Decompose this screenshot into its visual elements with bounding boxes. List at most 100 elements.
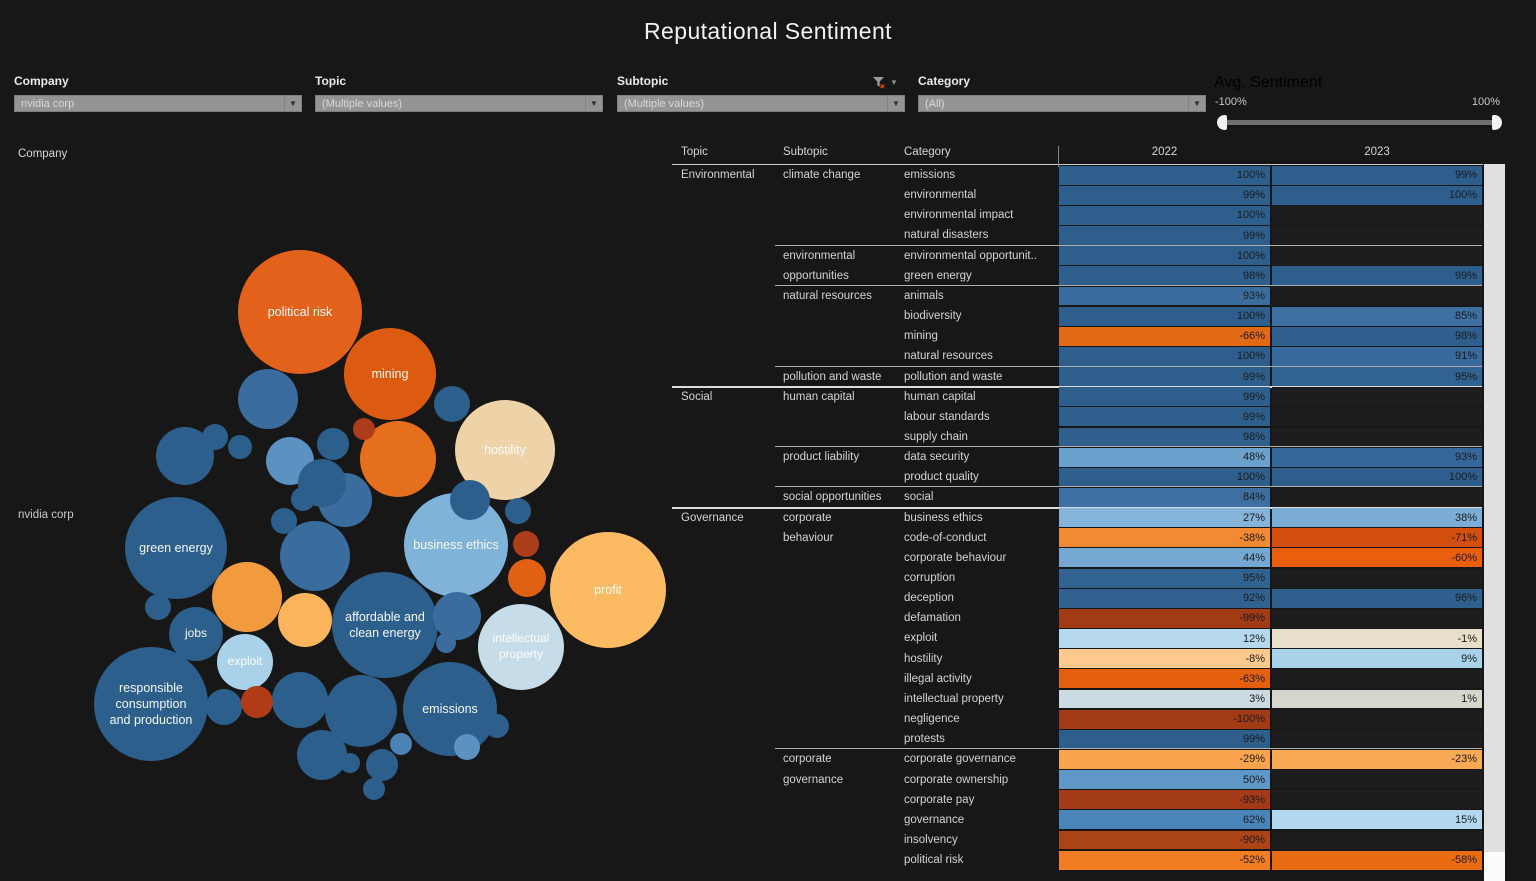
category-label[interactable]: corporate governance xyxy=(904,753,1016,766)
sentiment-bar-2023[interactable]: -23% xyxy=(1272,749,1482,769)
category-label[interactable]: environmental xyxy=(904,189,977,202)
category-label[interactable]: emissions xyxy=(904,169,956,181)
category-label[interactable]: protests xyxy=(904,733,945,746)
column-header-2022[interactable]: 2022 xyxy=(1151,146,1178,158)
bubble-emissions[interactable]: emissions xyxy=(403,662,497,756)
bubble-jobs[interactable]: jobs xyxy=(169,607,223,661)
sentiment-bar-2022[interactable]: 95% xyxy=(1059,568,1270,588)
sentiment-bar-2023[interactable]: -58% xyxy=(1272,850,1482,870)
column-header-category[interactable]: Category xyxy=(904,146,951,158)
sentiment-bar-2022[interactable]: 44% xyxy=(1059,548,1270,568)
sentiment-bar-2023[interactable]: -71% xyxy=(1272,528,1482,548)
subtopic-label[interactable]: climate change xyxy=(783,169,861,181)
category-label[interactable]: animals xyxy=(904,289,944,302)
sentiment-bar-2022[interactable]: 100% xyxy=(1059,205,1270,225)
category-label[interactable]: defamation xyxy=(904,612,961,625)
sentiment-bar-2023[interactable]: 15% xyxy=(1272,810,1482,830)
bubble[interactable] xyxy=(353,418,375,440)
bubble[interactable] xyxy=(202,424,228,450)
sentiment-bar-2022[interactable]: 62% xyxy=(1059,810,1270,830)
bubble[interactable] xyxy=(436,633,456,653)
subtopic-label[interactable]: pollution and waste xyxy=(783,370,882,383)
bubble[interactable] xyxy=(513,531,539,557)
sentiment-bar-2023[interactable]: 99% xyxy=(1272,266,1482,286)
bubble[interactable] xyxy=(271,508,297,534)
bubble[interactable] xyxy=(280,521,350,591)
sentiment-bar-2022[interactable]: 99% xyxy=(1059,729,1270,749)
sentiment-bar-2023[interactable]: 100% xyxy=(1272,467,1482,487)
category-label[interactable]: corporate ownership xyxy=(904,773,1009,786)
sentiment-bar-2022[interactable]: -38% xyxy=(1059,528,1270,548)
category-label[interactable]: natural resources xyxy=(904,350,993,363)
category-label[interactable]: exploit xyxy=(904,632,938,645)
company-dropdown[interactable]: nvidia corp ▼ xyxy=(14,95,302,112)
category-label[interactable]: negligence xyxy=(904,713,960,726)
bubble[interactable] xyxy=(228,435,252,459)
bubble-intellectual-property[interactable]: intellectual property xyxy=(478,604,564,690)
bubble-exploit[interactable]: exploit xyxy=(217,634,273,690)
column-header-2023[interactable]: 2023 xyxy=(1364,146,1390,158)
bubble[interactable] xyxy=(450,480,490,520)
bubble[interactable] xyxy=(206,689,242,725)
subtopic-label[interactable]: product liability xyxy=(783,451,860,464)
category-label[interactable]: intellectual property xyxy=(904,692,1004,705)
sentiment-bar-2022[interactable]: 12% xyxy=(1059,629,1270,648)
bubble-responsible-consumption-and-production[interactable]: responsible consumption and production xyxy=(94,647,208,761)
bubble[interactable] xyxy=(390,733,412,755)
category-label[interactable]: illegal activity xyxy=(904,672,972,685)
sentiment-bar-2022[interactable]: -99% xyxy=(1059,608,1270,628)
bubble[interactable] xyxy=(297,730,347,780)
sentiment-bar-2023[interactable]: 96% xyxy=(1272,588,1482,608)
bubble-affordable-and-clean-energy[interactable]: affordable and clean energy xyxy=(332,572,438,678)
sentiment-bar-2022[interactable]: 100% xyxy=(1059,346,1270,366)
subtopic-label[interactable]: social opportunities xyxy=(783,491,882,504)
sentiment-bar-2022[interactable]: 99% xyxy=(1059,226,1270,245)
sentiment-bar-2022[interactable]: -8% xyxy=(1059,649,1270,669)
sentiment-bar-2022[interactable]: 100% xyxy=(1059,165,1270,185)
sentiment-bar-2023[interactable]: 95% xyxy=(1272,367,1482,387)
sentiment-bar-2022[interactable]: 99% xyxy=(1059,407,1270,427)
filter-exclude-funnel-icon[interactable] xyxy=(872,76,886,90)
bubble[interactable] xyxy=(317,428,349,460)
bubble[interactable] xyxy=(145,594,171,620)
sentiment-bar-2023[interactable]: -1% xyxy=(1272,629,1482,648)
category-label[interactable]: environmental opportunit.. xyxy=(904,249,1037,262)
category-label[interactable]: supply chain xyxy=(904,430,968,443)
avg-sentiment-slider-track[interactable] xyxy=(1222,120,1498,125)
category-label[interactable]: deception xyxy=(904,592,954,605)
bubble[interactable] xyxy=(241,686,273,718)
column-header-subtopic[interactable]: Subtopic xyxy=(783,146,828,158)
sentiment-bar-2023[interactable]: 38% xyxy=(1272,508,1482,528)
sentiment-bar-2023[interactable]: 91% xyxy=(1272,346,1482,366)
bubble-mining[interactable]: mining xyxy=(344,328,436,420)
bubble-row-label[interactable]: nvidia corp xyxy=(18,509,74,521)
category-label[interactable]: pollution and waste xyxy=(904,370,1003,383)
bubble[interactable] xyxy=(454,734,480,760)
sentiment-bar-2023[interactable]: 99% xyxy=(1272,165,1482,185)
category-label[interactable]: corruption xyxy=(904,572,956,584)
sentiment-bar-2022[interactable]: 48% xyxy=(1059,447,1270,467)
sentiment-bar-2022[interactable]: -29% xyxy=(1059,749,1270,769)
sentiment-bar-2022[interactable]: 99% xyxy=(1059,387,1270,407)
sentiment-bar-2022[interactable]: 100% xyxy=(1059,306,1270,326)
category-label[interactable]: corporate pay xyxy=(904,793,975,806)
sentiment-bar-2022[interactable]: 92% xyxy=(1059,588,1270,608)
category-label[interactable]: corporate behaviour xyxy=(904,551,1007,564)
sentiment-bar-2022[interactable]: -52% xyxy=(1059,850,1270,870)
category-label[interactable]: social xyxy=(904,491,934,504)
bubble-profit[interactable]: profit xyxy=(550,532,666,648)
sentiment-bar-2022[interactable]: 100% xyxy=(1059,467,1270,487)
bubble[interactable] xyxy=(508,559,546,597)
sentiment-bar-2022[interactable]: 99% xyxy=(1059,185,1270,205)
sentiment-bar-2023[interactable]: 100% xyxy=(1272,185,1482,205)
category-label[interactable]: business ethics xyxy=(904,511,983,524)
slider-handle-min[interactable] xyxy=(1217,115,1227,130)
category-label[interactable]: code-of-conduct xyxy=(904,531,987,544)
category-label[interactable]: human capital xyxy=(904,390,976,403)
sentiment-bar-2022[interactable]: -93% xyxy=(1059,790,1270,810)
bubble[interactable] xyxy=(272,672,328,728)
sentiment-bar-2022[interactable]: 27% xyxy=(1059,508,1270,528)
sentiment-bar-2023[interactable]: -60% xyxy=(1272,548,1482,568)
category-dropdown[interactable]: (All) ▼ xyxy=(918,95,1206,112)
topic-dropdown[interactable]: (Multiple values) ▼ xyxy=(315,95,603,112)
